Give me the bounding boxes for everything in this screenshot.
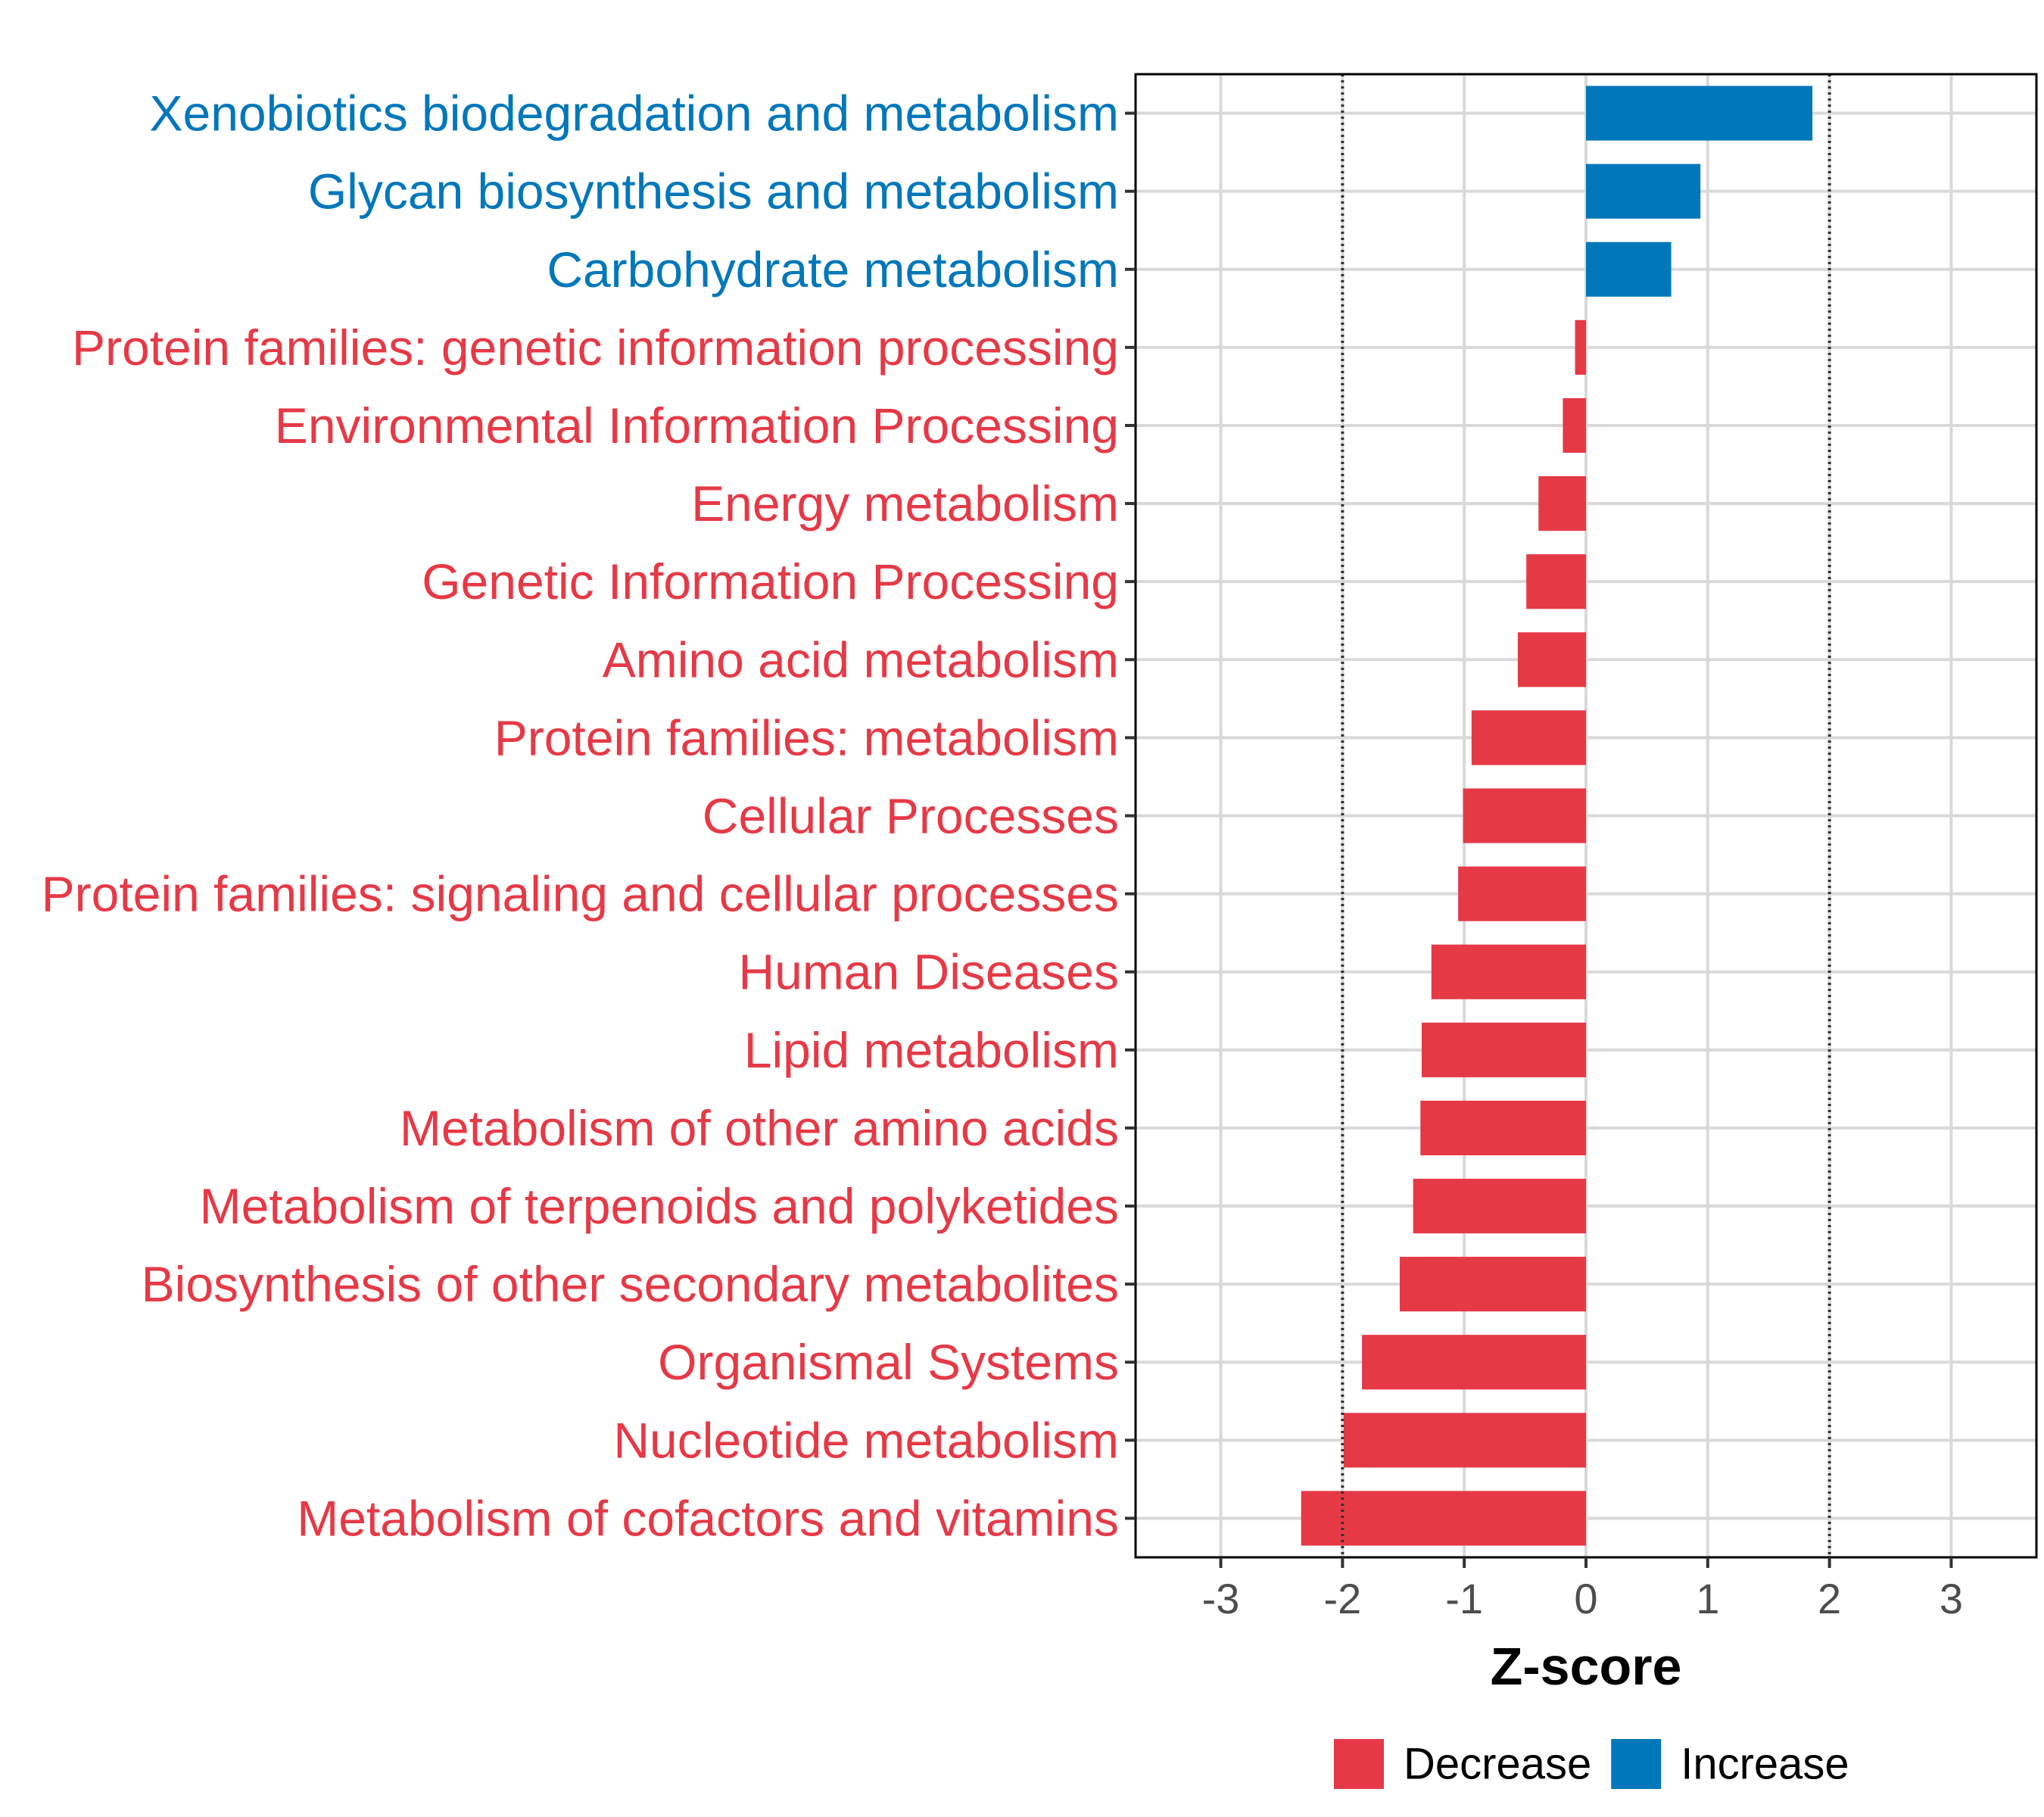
legend-swatch [1611,1739,1662,1789]
category-label: Metabolism of cofactors and vitamins [297,1490,1119,1546]
category-label: Metabolism of other amino acids [400,1100,1119,1156]
x-axis-title: Z-score [1491,1637,1682,1696]
bar [1517,632,1586,687]
bar [1586,242,1672,297]
category-label: Protein families: metabolism [494,709,1119,765]
x-tick-label: -3 [1202,1575,1240,1622]
x-tick-label: 1 [1696,1575,1719,1622]
bar [1463,788,1586,843]
bar [1586,164,1701,219]
x-tick-label: 3 [1940,1575,1963,1622]
category-label: Cellular Processes [703,788,1119,844]
category-label: Genetic Information Processing [422,553,1119,609]
bar [1526,554,1586,609]
bars-layer [1301,86,1813,1546]
legend-label: Decrease [1404,1740,1591,1789]
category-label: Carbohydrate metabolism [547,242,1119,298]
reference-lines [1341,74,1831,1557]
bar [1362,1335,1586,1390]
x-tick-label: -2 [1323,1575,1361,1622]
bar [1421,1022,1586,1077]
x-tick-label: 0 [1574,1575,1597,1622]
category-label: Human Diseases [738,944,1119,1000]
category-label: Protein families: genetic information pr… [72,319,1119,376]
bar [1586,86,1813,141]
bar [1538,475,1586,531]
bar [1431,944,1586,999]
bar [1343,1413,1586,1468]
category-label: Energy metabolism [691,475,1119,531]
category-label: Organismal Systems [658,1334,1119,1390]
bar [1413,1178,1586,1234]
category-label: Amino acid metabolism [603,631,1119,687]
bar [1458,866,1586,921]
category-label: Glycan biosynthesis and metabolism [308,164,1119,220]
bar [1420,1100,1586,1156]
legend-label: Increase [1681,1740,1849,1789]
bar [1563,397,1586,453]
bar [1399,1257,1586,1312]
bar [1471,710,1586,765]
category-label: Lipid metabolism [744,1022,1119,1078]
category-label: Environmental Information Processing [275,397,1119,453]
x-axis: -3 -2 -1 0 1 2 3 [1202,1557,1963,1622]
bar [1575,319,1586,375]
legend-swatch [1334,1739,1384,1789]
category-label: Nucleotide metabolism [613,1412,1119,1468]
legend: Decrease Increase [1334,1739,1849,1789]
category-label: Protein families: signaling and cellular… [42,866,1119,922]
y-axis: Xenobiotics biodegradation and metabolis… [42,86,1136,1546]
x-tick-label: -1 [1445,1575,1483,1622]
category-label: Biosynthesis of other secondary metaboli… [142,1256,1119,1312]
x-tick-label: 2 [1818,1575,1841,1622]
category-label: Xenobiotics biodegradation and metabolis… [150,86,1120,142]
bar [1301,1491,1586,1546]
category-label: Metabolism of terpenoids and polyketides [200,1178,1119,1234]
